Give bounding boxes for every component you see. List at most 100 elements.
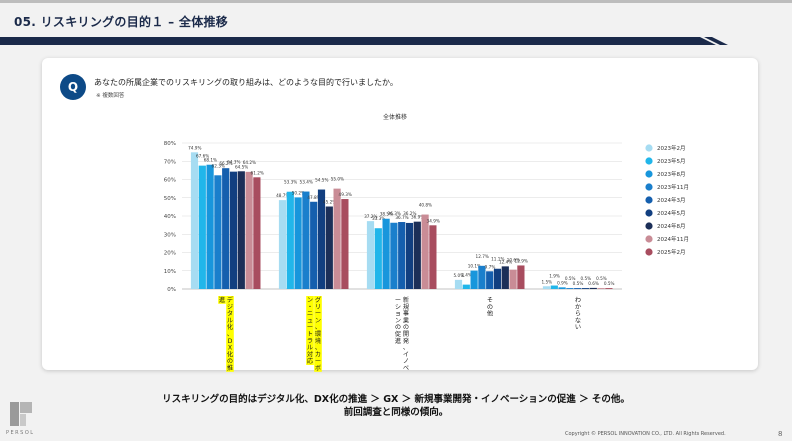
x-tick-label-glyph: 進 <box>219 296 225 304</box>
legend-label: 2023年8月 <box>657 170 686 178</box>
x-tick-label-glyph: 促 <box>395 330 401 338</box>
data-label: 40.8% <box>419 203 432 208</box>
legend-swatch <box>645 222 653 230</box>
conclusion-text: リスキリングの目的はデジタル化、DX化の推進 ＞ GX ＞ 新規事業開発・イノベ… <box>0 393 792 419</box>
x-tick-label-glyph: ュ <box>307 317 313 324</box>
bar <box>382 218 390 289</box>
x-tick-label-glyph: そ <box>487 297 493 304</box>
legend-label: 2024年8月 <box>657 222 686 230</box>
x-tick-label-glyph: ン <box>315 317 321 324</box>
bar <box>421 214 429 289</box>
x-tick-label-glyph: 発 <box>403 337 410 345</box>
data-label: 2.4% <box>461 273 472 278</box>
data-label: 68.1% <box>204 158 217 163</box>
x-tick-label-glyph: ・ <box>307 304 313 311</box>
legend-swatch <box>645 196 653 204</box>
x-tick-label-glyph: 境 <box>315 337 321 345</box>
bar <box>222 168 230 289</box>
data-label: 49.3% <box>339 192 352 197</box>
y-tick-label: 70% <box>164 159 176 165</box>
x-tick-label-glyph: 他 <box>487 310 493 318</box>
y-tick-label: 10% <box>164 269 176 275</box>
x-tick-label-glyph: ニ <box>307 311 313 318</box>
category-highlight <box>306 296 314 365</box>
x-tick-label-glyph: ラ <box>307 338 313 345</box>
x-tick-label-glyph: ら <box>575 311 581 318</box>
bar <box>517 265 525 289</box>
data-label: 10.1% <box>468 264 481 269</box>
data-label: 9.7% <box>485 264 496 269</box>
question-badge: Q <box>60 74 86 100</box>
data-label: 54.5% <box>315 178 328 183</box>
data-label: 38.5% <box>380 212 393 217</box>
x-tick-label-glyph: 応 <box>307 357 313 365</box>
x-tick-label-glyph: 化 <box>227 350 233 358</box>
data-label: 12.9% <box>515 258 528 263</box>
category-highlight <box>314 296 322 372</box>
x-tick-label-glyph: ル <box>307 345 313 352</box>
data-label: 0.5% <box>565 276 576 281</box>
x-tick-label-glyph: ー <box>307 324 313 331</box>
brand-name: PERSOL <box>6 430 35 436</box>
x-tick-label-glyph: 対 <box>307 350 313 358</box>
x-tick-label-glyph: ル <box>227 317 233 324</box>
data-label: 53.3% <box>284 180 297 185</box>
x-tick-label-glyph: 開 <box>403 331 409 338</box>
x-tick-label-glyph: 新 <box>403 296 409 304</box>
x-tick-label-glyph: の <box>227 358 233 365</box>
x-tick-label-glyph: タ <box>227 310 233 318</box>
x-tick-label-glyph: の <box>395 324 401 331</box>
data-label: 5.0% <box>453 273 464 278</box>
x-tick-label-glyph: の <box>487 304 493 311</box>
x-tick-label-glyph: い <box>575 324 581 331</box>
x-tick-label-glyph: 、 <box>227 331 233 338</box>
bar <box>509 269 517 289</box>
data-label: 61.2% <box>251 170 264 175</box>
bar <box>493 268 502 289</box>
data-label: 36.9% <box>411 215 424 220</box>
legend-swatch <box>645 209 653 217</box>
content-card <box>42 58 758 370</box>
x-tick-label-glyph: リ <box>315 304 321 311</box>
bar <box>294 197 302 289</box>
bar <box>398 222 406 289</box>
x-tick-label-glyph: 、 <box>315 324 321 331</box>
bar <box>198 165 206 289</box>
bar <box>605 288 613 289</box>
x-tick-label-glyph: ー <box>315 311 321 318</box>
bar <box>589 287 597 289</box>
x-tick-label-glyph: ト <box>307 331 313 338</box>
data-label: 11.1% <box>491 257 504 262</box>
bar <box>317 189 326 289</box>
legend-label: 2023年2月 <box>657 144 686 152</box>
legend-label: 2024年5月 <box>657 209 686 217</box>
x-tick-label-glyph: D <box>228 338 233 345</box>
data-label: 64.3% <box>227 160 240 165</box>
y-tick-label: 60% <box>164 178 176 184</box>
data-label: 53.4% <box>300 180 313 185</box>
y-tick-label: 20% <box>164 251 176 257</box>
legend-label: 2023年5月 <box>657 157 686 165</box>
y-tick-label: 80% <box>164 141 176 147</box>
x-tick-label-glyph: 推 <box>227 364 233 372</box>
bar <box>310 201 318 289</box>
legend-swatch <box>645 157 653 165</box>
x-tick-label-glyph: 業 <box>403 316 409 324</box>
bar <box>374 228 382 289</box>
bar <box>542 286 551 289</box>
bar <box>462 284 470 289</box>
data-label: 10.6% <box>507 258 520 263</box>
data-label: 0.5% <box>573 281 584 286</box>
question-text: あなたの所属企業でのリスキリングの取り組みは、どのような目的で行いましたか。 <box>94 78 398 87</box>
x-tick-label-glyph: デ <box>227 296 234 304</box>
data-label: 66.2% <box>219 161 232 166</box>
bar <box>229 171 238 289</box>
data-label: 37.2% <box>364 214 377 219</box>
y-tick-label: 40% <box>164 214 176 220</box>
x-tick-label-glyph: わ <box>575 297 581 304</box>
bar <box>550 285 558 289</box>
data-label: 36.3% <box>388 211 401 216</box>
bar <box>501 266 509 289</box>
copyright-text: Copyright © PERSOL INNOVATION CO., LTD. … <box>565 431 726 437</box>
